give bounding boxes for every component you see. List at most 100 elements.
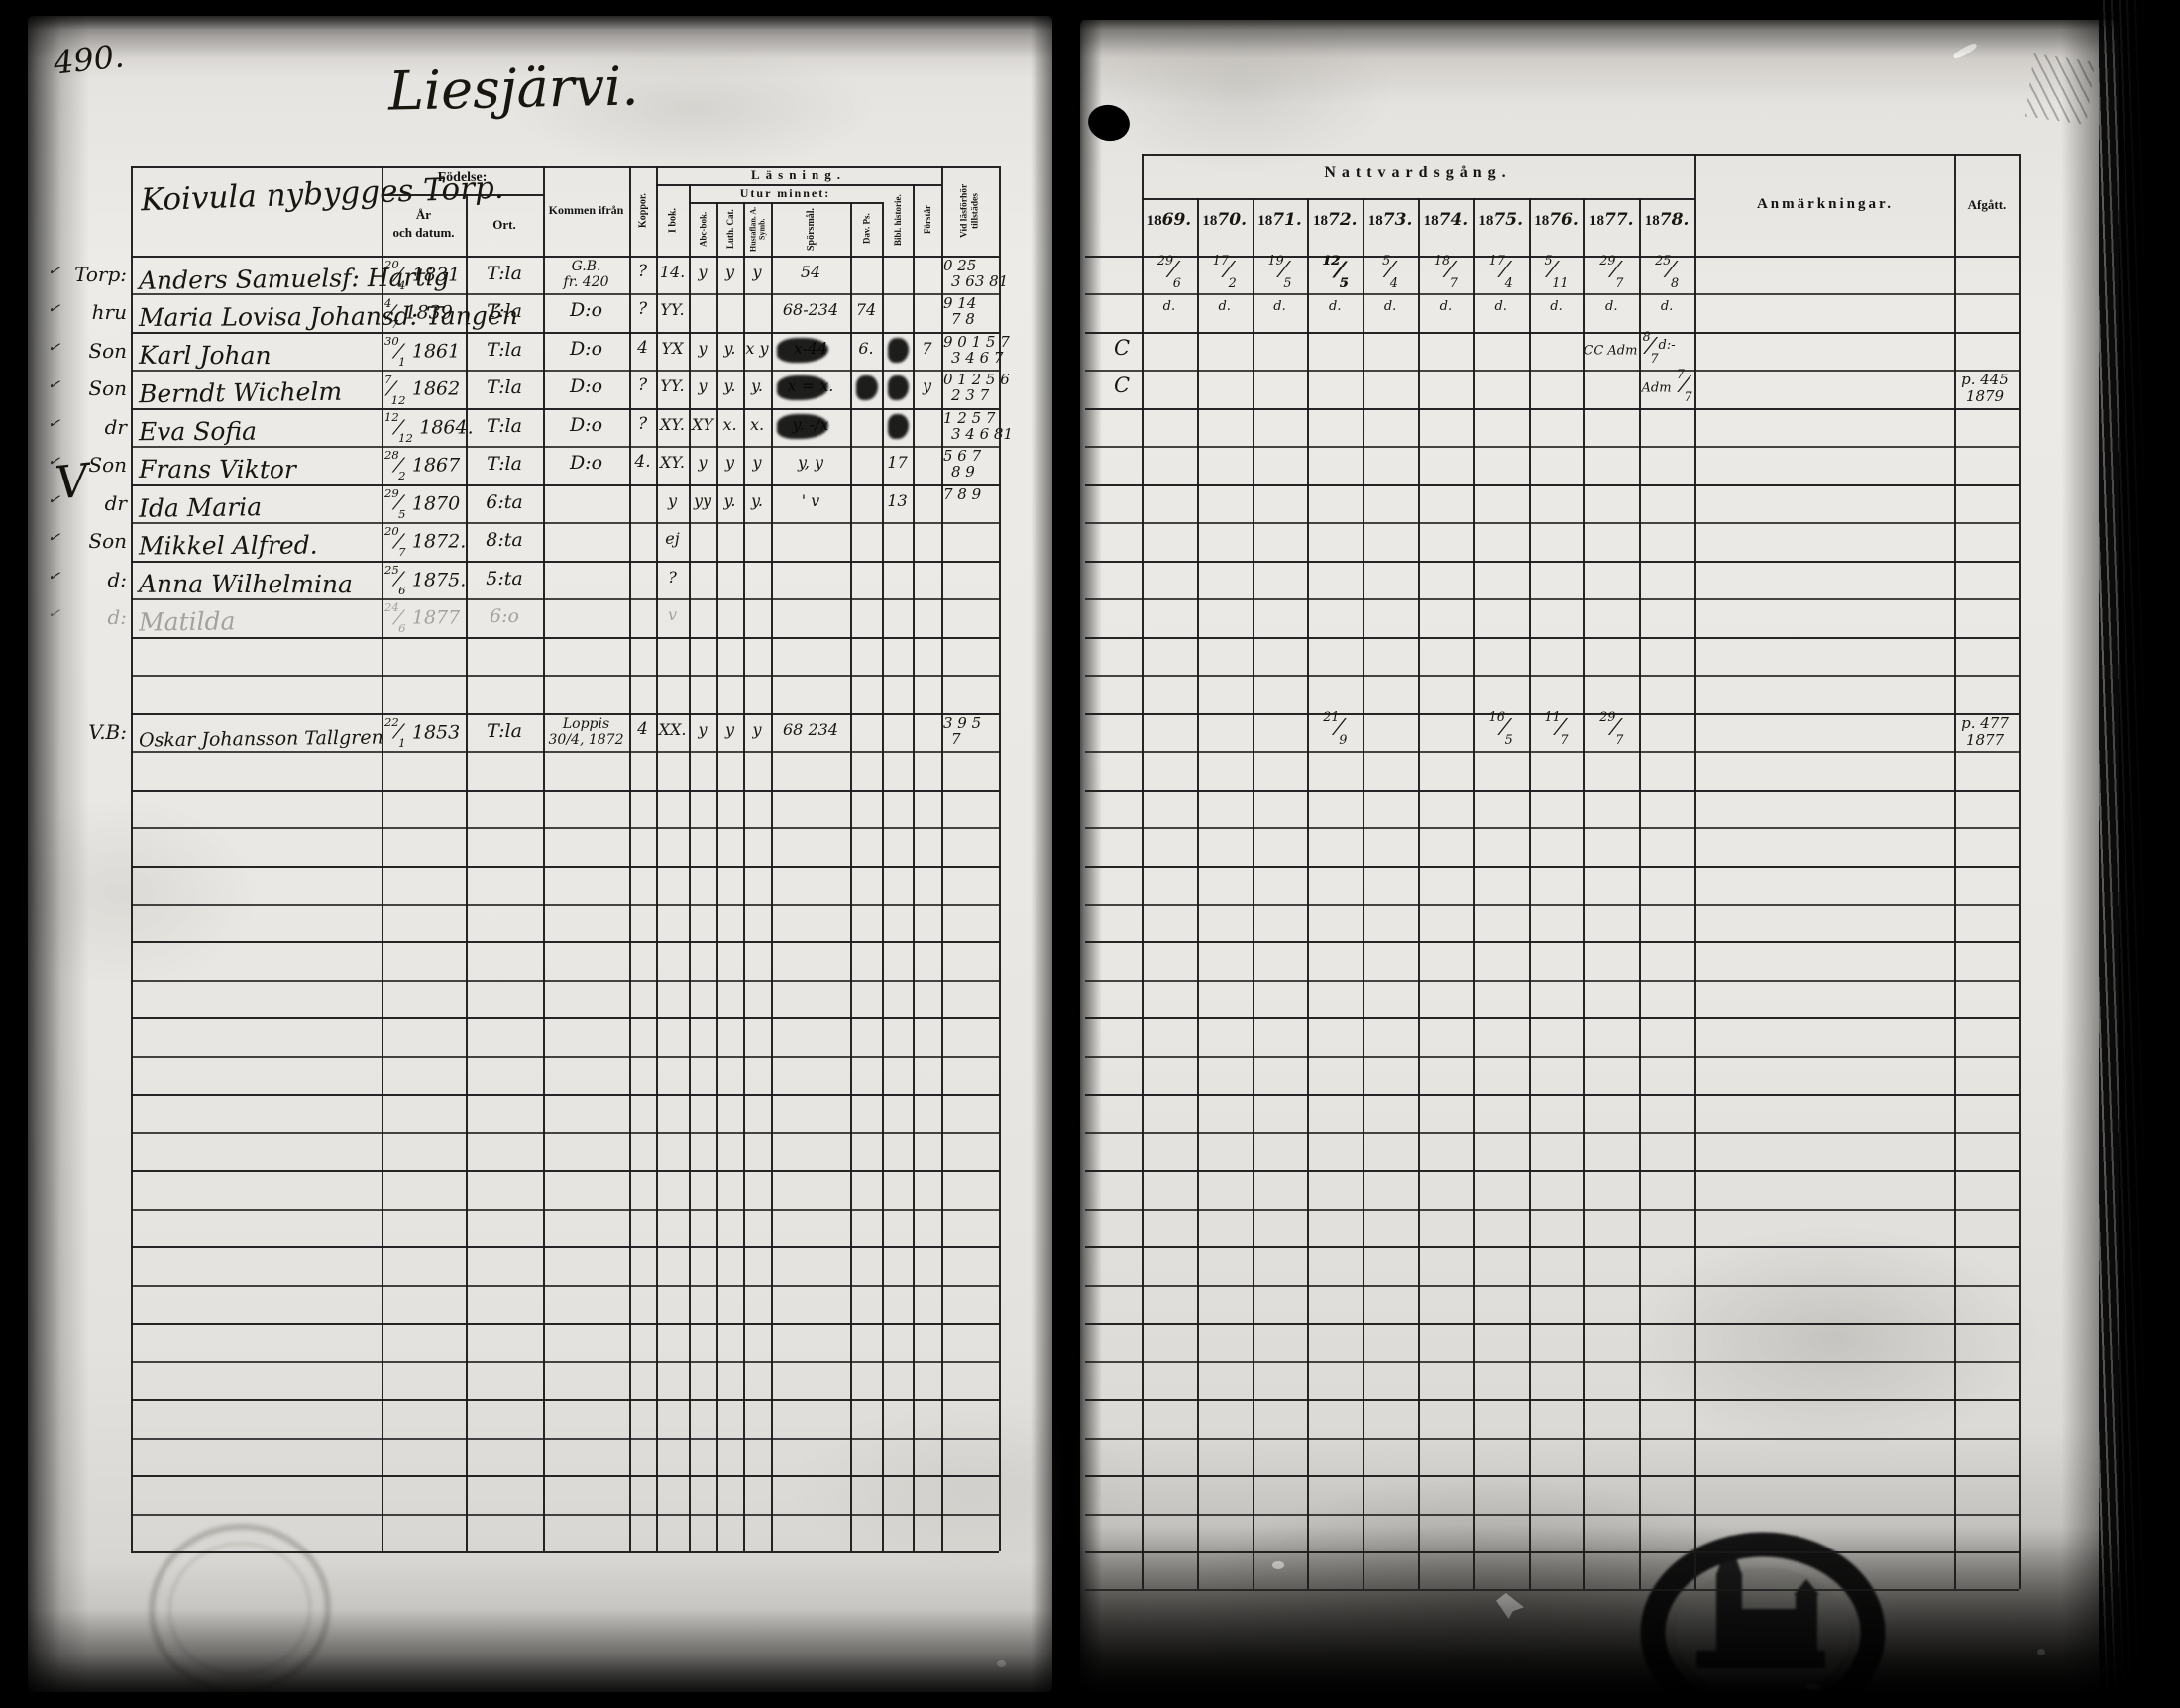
rule-line (1085, 1437, 2019, 1440)
paper-speck (1272, 1561, 1284, 1569)
row-label: V.B: (88, 719, 127, 744)
header-anmarkningar: Anmärkningar. (1756, 196, 1895, 212)
rule-line (1528, 198, 1531, 1590)
reading-mark-luth_cat: y. (723, 338, 736, 358)
page-number: 490. (52, 37, 126, 82)
rule-line (689, 184, 691, 1551)
communion-year-label: 1875. (1478, 210, 1523, 230)
rule-line (131, 256, 999, 258)
reading-mark-sporsmal: 68 234 (783, 719, 838, 739)
rule-line (1252, 198, 1254, 1590)
origin-note: D:o (569, 337, 603, 360)
rule-line (716, 202, 718, 1551)
communion-year-label: 1878. (1644, 210, 1690, 230)
ink-blot (777, 375, 828, 401)
header-hustaflan: Hustaflan. A. Symb. (748, 206, 767, 252)
rule-line (131, 979, 999, 982)
communion-date: 25⁄8 (1655, 253, 1680, 291)
communion-date: d. (1383, 299, 1397, 315)
reading-mark-luth_cat: y (724, 719, 735, 739)
communion-year-label: 1869. (1146, 210, 1192, 230)
birth-place: T:la (487, 414, 522, 437)
birth-place: 6:ta (486, 490, 523, 513)
origin-note: G.B. fr. 420 (563, 259, 609, 290)
birth-date: 24⁄6 1877 (384, 600, 461, 636)
birth-date: 29⁄5 1870 (384, 485, 461, 521)
rule-line (131, 1017, 999, 1020)
communion-date: CC Adm 8⁄7 (1583, 329, 1659, 368)
communion-date: Adm 7⁄7 (1641, 368, 1692, 405)
header-afgatt: Afgått. (1967, 197, 2007, 212)
rule-line (1085, 483, 2019, 486)
rule-line (131, 1437, 999, 1440)
rule-line (131, 166, 133, 1551)
communion-date: 18⁄7 (1433, 253, 1458, 291)
departed-note: p. 477 1877 (1961, 713, 2009, 749)
communion-date: d. (1550, 299, 1563, 315)
header-och-datum: och datum. (392, 225, 455, 240)
attendance-numbers: 7 8 9 (943, 484, 982, 503)
reading-mark-luth_cat: y. (723, 490, 736, 510)
rule-line (850, 202, 852, 1551)
communion-date: d. (1162, 299, 1176, 315)
rule-line (1085, 1055, 2019, 1058)
rule-line (131, 827, 999, 830)
rule-line (131, 712, 999, 715)
rule-line (131, 370, 999, 373)
rule-line (1085, 598, 2019, 601)
rule-line (131, 1131, 999, 1134)
row-label: Torp: (74, 263, 127, 286)
header-forstar: Förstår (922, 205, 932, 235)
communion-date: 5⁄11 (1544, 253, 1569, 291)
reading-mark-abc_bok: y (698, 453, 708, 473)
rule-line (131, 636, 999, 639)
rule-line (1085, 331, 2019, 334)
communion-year-label: 1877. (1589, 210, 1634, 230)
reading-mark-sporsmal: 54 (800, 263, 821, 281)
rule-line (131, 1399, 999, 1402)
reading-mark-hustaflan: x. (749, 414, 765, 434)
handwritten-name: Matilda (138, 606, 236, 637)
reading-mark-hustaflan: y (752, 719, 762, 739)
rule-line (131, 1513, 999, 1516)
smallpox-mark: 4. (634, 452, 651, 473)
paper-speck (1805, 1684, 1821, 1690)
row-label: Son (88, 376, 127, 401)
rule-line (131, 166, 999, 168)
reading-mark-abc_bok: y (698, 263, 708, 281)
row-label: dr (104, 490, 127, 515)
reading-mark-hustaflan: y. (751, 376, 763, 396)
reading-mark-abc_bok: y (698, 376, 708, 396)
birth-date: 4⁄7 1839 (384, 295, 453, 331)
rule-line (131, 751, 999, 754)
rule-line (1142, 154, 2019, 156)
rule-line (1142, 154, 1144, 1590)
rule-line (382, 166, 383, 1551)
reading-mark-abc_bok: y (698, 338, 708, 358)
birth-place: 8:ta (486, 529, 523, 552)
communion-date: d. (1605, 299, 1618, 315)
rule-line (131, 1208, 999, 1211)
rule-line (1085, 1170, 2019, 1173)
attendance-numbers: 0 25 3 63 81 (943, 257, 1009, 290)
rule-line (466, 194, 468, 1551)
birth-place: T:la (487, 338, 522, 361)
header-lasning: Läsning. (750, 167, 847, 182)
margin-prefix: C (1114, 335, 1131, 360)
smallpox-mark: ? (637, 262, 648, 281)
rule-line (2019, 154, 2021, 1590)
rule-line (131, 522, 999, 525)
birth-date: 22⁄1 1853 (384, 714, 461, 750)
rule-line (131, 1094, 999, 1097)
rule-line (1085, 446, 2019, 449)
rule-line (1085, 1475, 2019, 1478)
rule-line (131, 1323, 999, 1326)
rule-line (1085, 865, 2019, 868)
rule-line (1085, 1399, 2019, 1402)
handwritten-name: Maria Lovisa Johansd: Tangén (138, 301, 518, 333)
rule-line (1085, 751, 2019, 754)
communion-date: d. (1218, 299, 1231, 315)
rule-line (131, 407, 999, 410)
